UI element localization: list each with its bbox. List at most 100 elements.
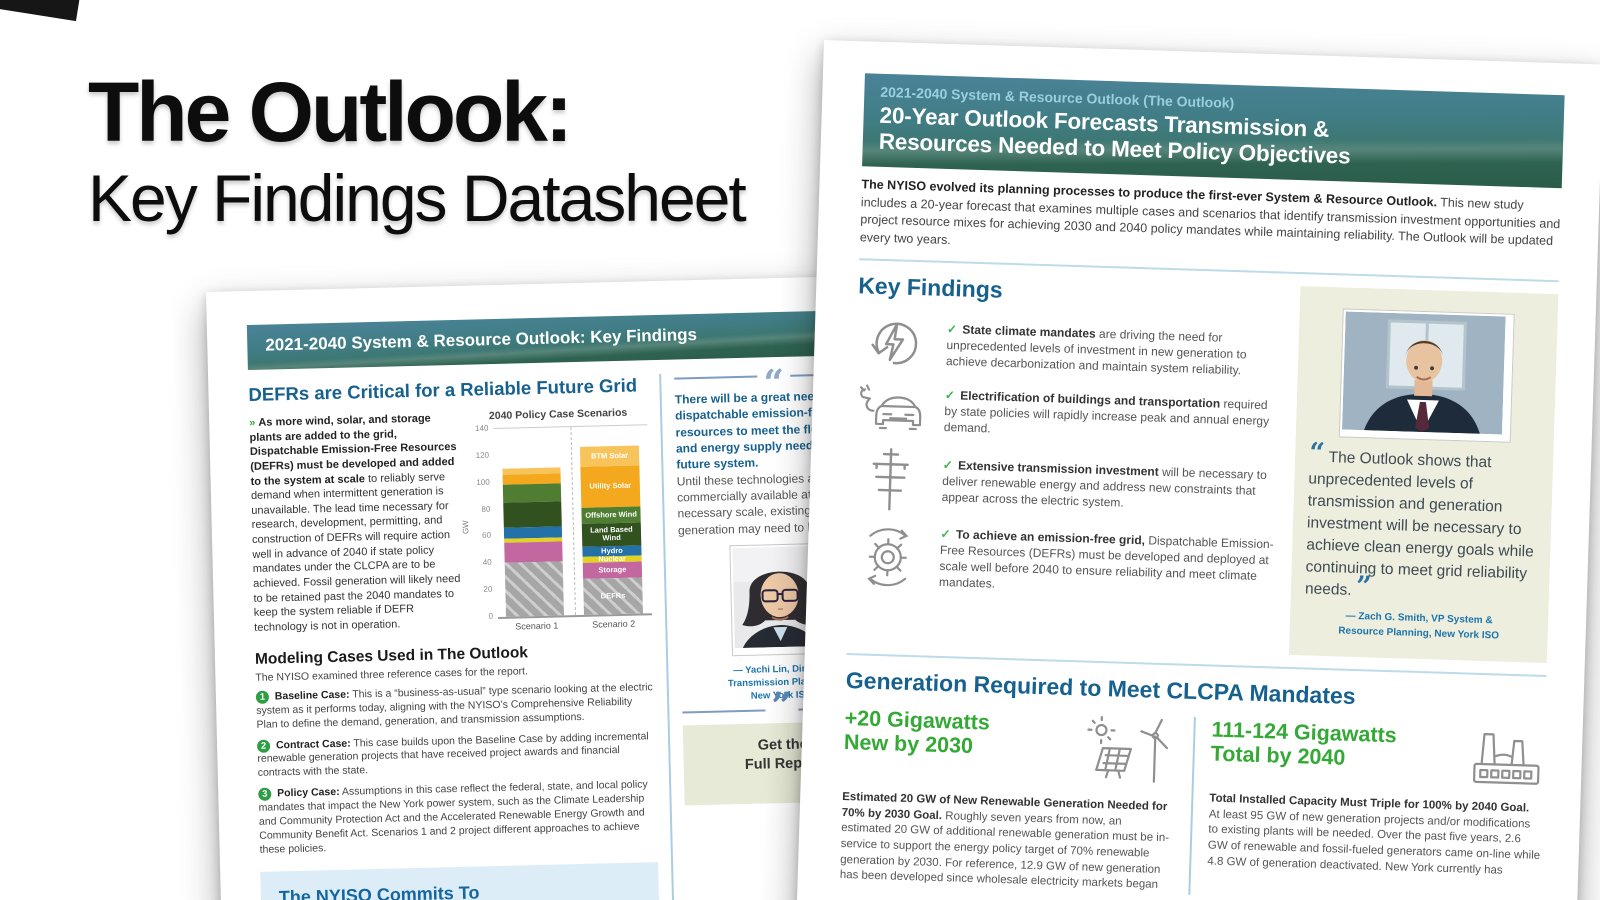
chart-segment: Land Based Wind (582, 522, 642, 547)
key-finding-bold: State climate mandates (962, 322, 1096, 341)
key-finding-text: ✓ To achieve an emission-free grid, Disp… (939, 526, 1277, 601)
generation-2040-column: 111-124 Gigawatts Total by 2040 Total (1188, 717, 1545, 900)
key-finding-item: ✓ Extensive transmission investment will… (851, 445, 1279, 524)
datasheet-page-key-findings: 2021-2040 System & Resource Outlook: Key… (206, 275, 914, 900)
case-policy: 3 Policy Case: Assumptions in this case … (258, 778, 658, 857)
zach-quote: “ The Outlook shows that unprecedented l… (1304, 438, 1540, 608)
chart-y-tick: 140 (474, 423, 489, 433)
case-policy-label: Policy Case: (277, 786, 340, 800)
chart-y-tick: 20 (483, 584, 493, 594)
solar-wind-icon (1084, 714, 1178, 792)
chart-segment (504, 561, 565, 617)
key-finding-item: ✓ State climate mandates are driving the… (856, 313, 1284, 384)
yachi-lin-photo (728, 542, 830, 657)
chart-segment: Offshore Wind (581, 506, 641, 524)
generation-2040-rest: At least 95 GW of new generation project… (1207, 808, 1541, 877)
number-badge-1: 1 (255, 690, 270, 704)
chart-x-labels: Scenario 1 Scenario 2 (498, 618, 652, 632)
chart-title: 2040 Policy Case Scenarios (488, 406, 628, 423)
chart-y-tick: 120 (475, 450, 490, 460)
open-quote-icon: “ (1308, 437, 1326, 470)
page-title-line1: The Outlook: (88, 65, 573, 159)
policy-case-scenarios-chart: 2040 Policy Case Scenarios GW 0 20 40 60 80 1… (461, 406, 653, 632)
chart-body: GW 0 20 40 60 80 100 120 140 DEFRs Storage Nuclea… (461, 423, 653, 621)
key-finding-text: ✓ Electrification of buildings and trans… (944, 387, 1281, 446)
chart-bar-2: DEFRs Storage Nuclear Hydro Land Based Wind O… (580, 425, 643, 615)
chart-y-tick: 0 (488, 611, 494, 621)
key-findings-heading: Key Findings (857, 272, 1004, 303)
chart-segment (503, 541, 563, 564)
check-icon: ✓ (942, 458, 953, 473)
generation-2030-column: +20 Gigawatts New by 2030 (840, 706, 1194, 895)
chart-bar-1 (501, 427, 565, 617)
check-icon: ✓ (946, 322, 958, 337)
defrs-paragraph: » As more wind, solar, and storage plant… (249, 411, 464, 638)
zach-smith-photo (1338, 308, 1515, 443)
case-contract: 2 Contract Case: This case builds upon t… (256, 730, 656, 781)
right-banner: 2021-2040 System & Resource Outlook (The… (862, 73, 1565, 189)
close-quote-icon: ” (1355, 571, 1372, 603)
chart-segment: Utility Solar (580, 465, 641, 508)
case-baseline-label: Baseline Case: (274, 688, 350, 703)
datasheet-page-overview: 2021-2040 System & Resource Outlook (The… (791, 40, 1600, 900)
defrs-paragraph-rest: to reliably serve demand when intermitte… (250, 470, 461, 634)
check-icon: ✓ (940, 527, 951, 542)
zach-attribution: — Zach G. Smith, VP System & Resource Pl… (1303, 609, 1534, 645)
key-finding-item: ✓ Electrification of buildings and trans… (854, 383, 1281, 446)
defrs-heading: DEFRs are Critical for a Reliable Future… (248, 374, 638, 405)
open-quote-icon: “ (763, 361, 785, 405)
left-banner-text: 2021-2040 System & Resource Outlook: Key… (265, 325, 698, 355)
chart-y-tick: 100 (476, 477, 490, 487)
page-title: The Outlook: Key Findings Datasheet (88, 65, 747, 236)
gear-cycle-icon (849, 525, 927, 587)
left-banner: 2021-2040 System & Resource Outlook: Key… (246, 309, 873, 370)
chart-segment: BTM Solar (580, 445, 640, 468)
chart-x-label: Scenario 1 (515, 620, 559, 632)
key-finding-text: ✓ Extensive transmission investment will… (941, 457, 1278, 516)
nyiso-commits-box: The NYISO Commits To (260, 862, 660, 900)
divider-line (674, 375, 758, 380)
intro-paragraph-rest: This new study includes a 20-year foreca… (859, 194, 1561, 249)
gigawatts-2030-line2: New by 2030 (843, 730, 974, 759)
transmission-tower-icon (851, 445, 929, 513)
renewable-energy-icon (856, 313, 934, 373)
close-quote-icon: ” (770, 684, 793, 728)
chart-plot: DEFRs Storage Nuclear Hydro Land Based Wind O… (493, 424, 653, 619)
chart-y-axis-label: GW (461, 520, 471, 535)
zach-attribution-line1: — Zach G. Smith, VP System & (1345, 610, 1493, 627)
gigawatts-2030-headline: +20 Gigawatts New by 2030 (844, 706, 991, 759)
intro-paragraph: The NYISO evolved its planning processes… (860, 176, 1562, 268)
power-plant-icon (1469, 726, 1545, 793)
divider-line (682, 709, 766, 714)
key-findings-column: Key Findings ✓ State climate mandates ar… (847, 272, 1284, 654)
chart-segment (502, 501, 563, 529)
chart-y-tick: 80 (481, 504, 491, 514)
electric-vehicle-icon (854, 383, 932, 435)
chart-segment: Storage (582, 561, 642, 579)
chart-segment (502, 483, 562, 503)
generation-2040-text: Total Installed Capacity Must Triple for… (1207, 792, 1542, 881)
gigawatts-2040-line2: Total by 2040 (1210, 741, 1346, 770)
number-badge-2: 2 (256, 739, 271, 753)
zach-quote-box: “ The Outlook shows that unprecedented l… (1288, 286, 1559, 664)
left-quote-column: “ There will be a great need for dispatc… (659, 361, 887, 900)
case-baseline: 1 Baseline Case: This is a “business-as-… (255, 681, 655, 732)
zach-smith-portrait (1342, 311, 1506, 435)
chart-y-tick: 60 (482, 531, 492, 541)
left-main-column: DEFRs are Critical for a Reliable Future… (248, 374, 660, 900)
cta-line1: Get the (757, 736, 808, 754)
generation-2030-rest: Roughly seven years from now, an estimat… (839, 809, 1170, 892)
case-contract-label: Contract Case: (275, 737, 351, 752)
chevron-bullet: » (249, 416, 256, 429)
check-icon: ✓ (944, 388, 956, 403)
zach-quote-text: The Outlook shows that unprecedented lev… (1304, 449, 1535, 600)
chart-segment: DEFRs (583, 577, 643, 615)
number-badge-3: 3 (258, 787, 272, 802)
zach-attribution-line2: Resource Planning, New York ISO (1338, 625, 1500, 642)
gigawatts-2040-headline: 111-124 Gigawatts Total by 2040 (1210, 718, 1397, 772)
nyiso-commits-heading: The NYISO Commits To (278, 882, 480, 900)
chart-x-label: Scenario 2 (592, 618, 636, 630)
corner-paper-sliver (0, 0, 83, 22)
page-title-line2: Key Findings Datasheet (88, 161, 747, 236)
